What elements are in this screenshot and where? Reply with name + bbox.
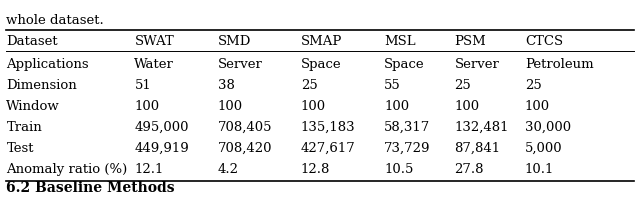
Text: Petroleum: Petroleum [525, 58, 593, 70]
Text: MSL: MSL [384, 35, 415, 48]
Text: 5,000: 5,000 [525, 141, 563, 154]
Text: 12.8: 12.8 [301, 162, 330, 175]
Text: Space: Space [301, 58, 341, 70]
Text: 58,317: 58,317 [384, 120, 430, 133]
Text: Water: Water [134, 58, 174, 70]
Text: 708,420: 708,420 [218, 141, 272, 154]
Text: 100: 100 [525, 99, 550, 112]
Text: Server: Server [218, 58, 262, 70]
Text: Server: Server [454, 58, 499, 70]
Text: 55: 55 [384, 78, 401, 91]
Text: 100: 100 [134, 99, 159, 112]
Text: 25: 25 [525, 78, 541, 91]
Text: 10.1: 10.1 [525, 162, 554, 175]
Text: Anomaly ratio (%): Anomaly ratio (%) [6, 162, 127, 175]
Text: whole dataset.: whole dataset. [6, 14, 104, 27]
Text: SMAP: SMAP [301, 35, 342, 48]
Text: 495,000: 495,000 [134, 120, 189, 133]
Text: 708,405: 708,405 [218, 120, 272, 133]
Text: 87,841: 87,841 [454, 141, 500, 154]
Text: 427,617: 427,617 [301, 141, 356, 154]
Text: 27.8: 27.8 [454, 162, 484, 175]
Text: Test: Test [6, 141, 34, 154]
Text: 449,919: 449,919 [134, 141, 189, 154]
Text: PSM: PSM [454, 35, 486, 48]
Text: 25: 25 [301, 78, 317, 91]
Text: Space: Space [384, 58, 424, 70]
Text: CTCS: CTCS [525, 35, 563, 48]
Text: 100: 100 [384, 99, 409, 112]
Text: 4.2: 4.2 [218, 162, 239, 175]
Text: SMD: SMD [218, 35, 251, 48]
Text: 100: 100 [301, 99, 326, 112]
Text: 100: 100 [218, 99, 243, 112]
Text: 10.5: 10.5 [384, 162, 413, 175]
Text: 38: 38 [218, 78, 234, 91]
Text: Applications: Applications [6, 58, 89, 70]
Text: 25: 25 [454, 78, 471, 91]
Text: 135,183: 135,183 [301, 120, 355, 133]
Text: Train: Train [6, 120, 42, 133]
Text: 12.1: 12.1 [134, 162, 164, 175]
Text: 100: 100 [454, 99, 479, 112]
Text: Window: Window [6, 99, 60, 112]
Text: 30,000: 30,000 [525, 120, 571, 133]
Text: 73,729: 73,729 [384, 141, 431, 154]
Text: 132,481: 132,481 [454, 120, 509, 133]
Text: 51: 51 [134, 78, 151, 91]
Text: 6.2 Baseline Methods: 6.2 Baseline Methods [6, 180, 175, 194]
Text: SWAT: SWAT [134, 35, 174, 48]
Text: Dimension: Dimension [6, 78, 77, 91]
Text: Dataset: Dataset [6, 35, 58, 48]
